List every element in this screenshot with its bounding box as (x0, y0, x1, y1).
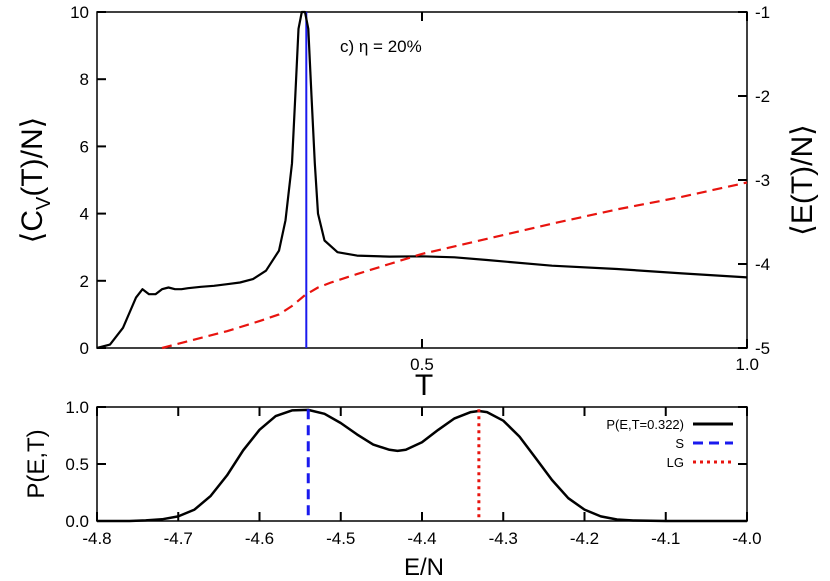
y-right-tick-label: -1 (755, 3, 770, 22)
bottom-panel: 0.0 0.5 1.0 -4.8 -4.7 -4.6 -4.5 -4.4 -4.3 -4.2 -4.… (23, 398, 762, 581)
panel-annotation: c) η = 20% (340, 37, 422, 56)
x-tick-label: -4.6 (245, 529, 274, 548)
y-left-tick-label: 4 (80, 205, 89, 224)
bottom-y-axis-label: P(E,T) (23, 429, 50, 498)
x-tick-label: -4.5 (326, 529, 355, 548)
top-plot-frame (96, 11, 748, 349)
y-right-tick-label: -4 (755, 255, 770, 274)
x-tick-label: -4.0 (732, 529, 761, 548)
y-left-tick-label: 10 (70, 3, 89, 22)
y-right-tick-label: -5 (755, 339, 770, 358)
y-tick-label: 0.5 (65, 455, 89, 474)
top-panel: 0 2 4 6 8 10 -5 -4 -3 -2 -1 0.5 1.0 c) η = 20% T ⟨CV… (16, 3, 819, 402)
bottom-ticks: 0.0 0.5 1.0 -4.8 -4.7 -4.6 -4.5 -4.4 -4.3 -4.2 -4.… (65, 398, 761, 548)
legend-label: P(E,T=0.322) (606, 417, 684, 432)
y-left-tick-label: 8 (80, 70, 89, 89)
y-right-tick-label: -3 (755, 171, 770, 190)
x-tick-label: -4.8 (82, 529, 111, 548)
x-tick-label: -4.2 (570, 529, 599, 548)
legend-label: LG (667, 455, 684, 470)
x-tick-label: -4.3 (489, 529, 518, 548)
x-tick-label: -4.7 (164, 529, 193, 548)
legend-label: S (675, 436, 684, 451)
heat-capacity-series-line (96, 10, 748, 350)
y-tick-label: 0.0 (65, 512, 89, 531)
y-left-tick-label: 6 (80, 137, 89, 156)
bottom-x-axis-label: E/N (404, 554, 444, 581)
y-tick-label: 1.0 (65, 398, 89, 417)
x-tick-label: -4.1 (651, 529, 680, 548)
y-right-tick-label: -2 (755, 87, 770, 106)
legend: P(E,T=0.322) S LG (606, 417, 733, 470)
x-tick-label: 1.0 (735, 355, 759, 374)
x-tick-label: 0.5 (410, 355, 434, 374)
probability-distribution-line (97, 408, 747, 523)
y-left-tick-label: 2 (80, 272, 89, 291)
x-tick-label: -4.4 (407, 529, 436, 548)
bottom-series (97, 408, 747, 523)
top-series (96, 10, 748, 350)
y-left-tick-label: 0 (80, 339, 89, 358)
top-y-axis-label-right: ⟨E(T)/N⟩ (786, 124, 819, 236)
top-ticks: 0 2 4 6 8 10 -5 -4 -3 -2 -1 0.5 1.0 (70, 3, 770, 374)
top-y-axis-label-left: ⟨CV(T)/N⟩ (16, 117, 55, 244)
energy-series-line (161, 181, 748, 350)
top-x-axis-label: T (415, 369, 433, 402)
